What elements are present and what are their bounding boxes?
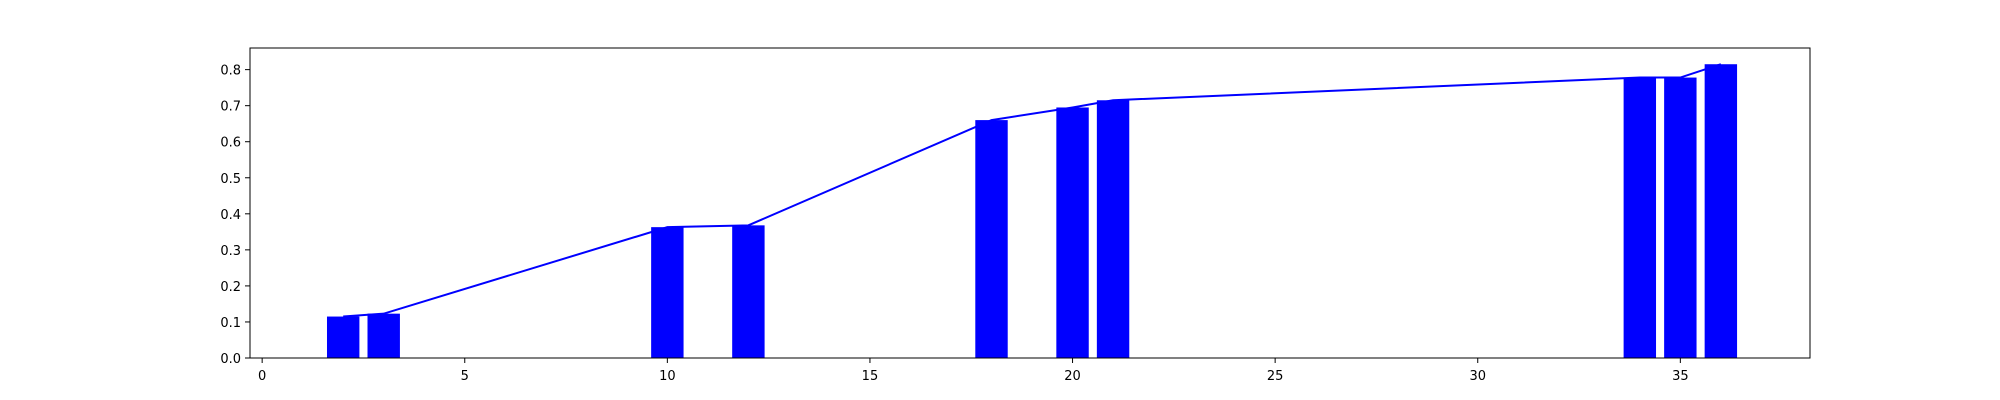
bar bbox=[367, 313, 400, 358]
plot-frame bbox=[249, 47, 1811, 359]
bar bbox=[1664, 77, 1697, 358]
bar bbox=[1056, 107, 1089, 358]
x-tick-label: 10 bbox=[659, 369, 676, 384]
y-tick-label: 0.2 bbox=[220, 280, 241, 295]
bar bbox=[1623, 77, 1657, 358]
bar bbox=[651, 227, 684, 358]
x-axis: 0 5 10 15 20 25 30 35 bbox=[258, 358, 1689, 384]
y-axis: 0.0 0.1 0.2 0.3 0.4 0.5 0.6 0.7 0.8 bbox=[220, 64, 250, 367]
y-tick-label: 0.1 bbox=[220, 316, 241, 331]
x-tick-label: 35 bbox=[1672, 369, 1689, 384]
y-tick-label: 0.5 bbox=[220, 172, 241, 187]
x-tick-label: 20 bbox=[1064, 369, 1081, 384]
bars-layer bbox=[326, 64, 1738, 359]
bar bbox=[1704, 64, 1738, 358]
x-tick-label: 30 bbox=[1469, 369, 1486, 384]
trend-line bbox=[343, 63, 1722, 318]
x-tick-label: 0 bbox=[258, 369, 266, 384]
bar bbox=[975, 120, 1008, 359]
y-tick-label: 0.6 bbox=[220, 136, 241, 151]
x-tick-label: 25 bbox=[1267, 369, 1284, 384]
x-tick-label: 15 bbox=[862, 369, 879, 384]
y-tick-label: 0.8 bbox=[220, 64, 241, 79]
y-tick-label: 0.3 bbox=[220, 244, 241, 259]
bar bbox=[732, 225, 765, 358]
y-tick-label: 0.4 bbox=[220, 208, 241, 223]
x-tick-label: 5 bbox=[461, 369, 469, 384]
bar bbox=[326, 316, 360, 358]
y-tick-label: 0.7 bbox=[220, 100, 241, 115]
bar bbox=[1096, 100, 1130, 358]
y-tick-label: 0.0 bbox=[220, 352, 241, 367]
